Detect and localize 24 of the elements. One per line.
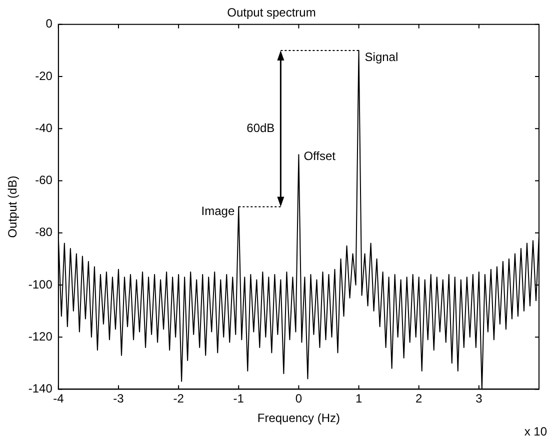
- x-tick-label: -4: [53, 392, 64, 406]
- y-tick-label: -40: [35, 120, 53, 135]
- y-tick-label: -120: [28, 329, 53, 344]
- y-tick-label: 0: [46, 16, 53, 31]
- y-tick-label: -20: [35, 68, 53, 83]
- x-tick-label: 2: [416, 392, 423, 406]
- annotation: 60dB: [246, 120, 275, 135]
- y-axis-title: Output (dB): [6, 176, 20, 238]
- x-axis-title: Frequency (Hz): [257, 411, 340, 426]
- text: x 10: [524, 424, 548, 438]
- annotation: Offset: [304, 149, 336, 163]
- x-tick-label: 1: [355, 392, 362, 406]
- y-tick-label: -140: [28, 382, 53, 396]
- y-tick-label: -60: [35, 173, 53, 188]
- annotation: Image: [201, 204, 235, 218]
- chart-title: Output spectrum: [227, 6, 316, 20]
- annotation: Signal: [364, 50, 398, 64]
- x-tick-label: 0: [295, 392, 302, 406]
- y-tick-label: -100: [28, 277, 53, 292]
- x-tick-label: -3: [113, 392, 124, 406]
- x-tick-label: -2: [173, 392, 184, 406]
- x-tick-label: 3: [476, 392, 483, 406]
- y-tick-label: -80: [35, 225, 53, 240]
- x-tick-label: -1: [233, 392, 244, 406]
